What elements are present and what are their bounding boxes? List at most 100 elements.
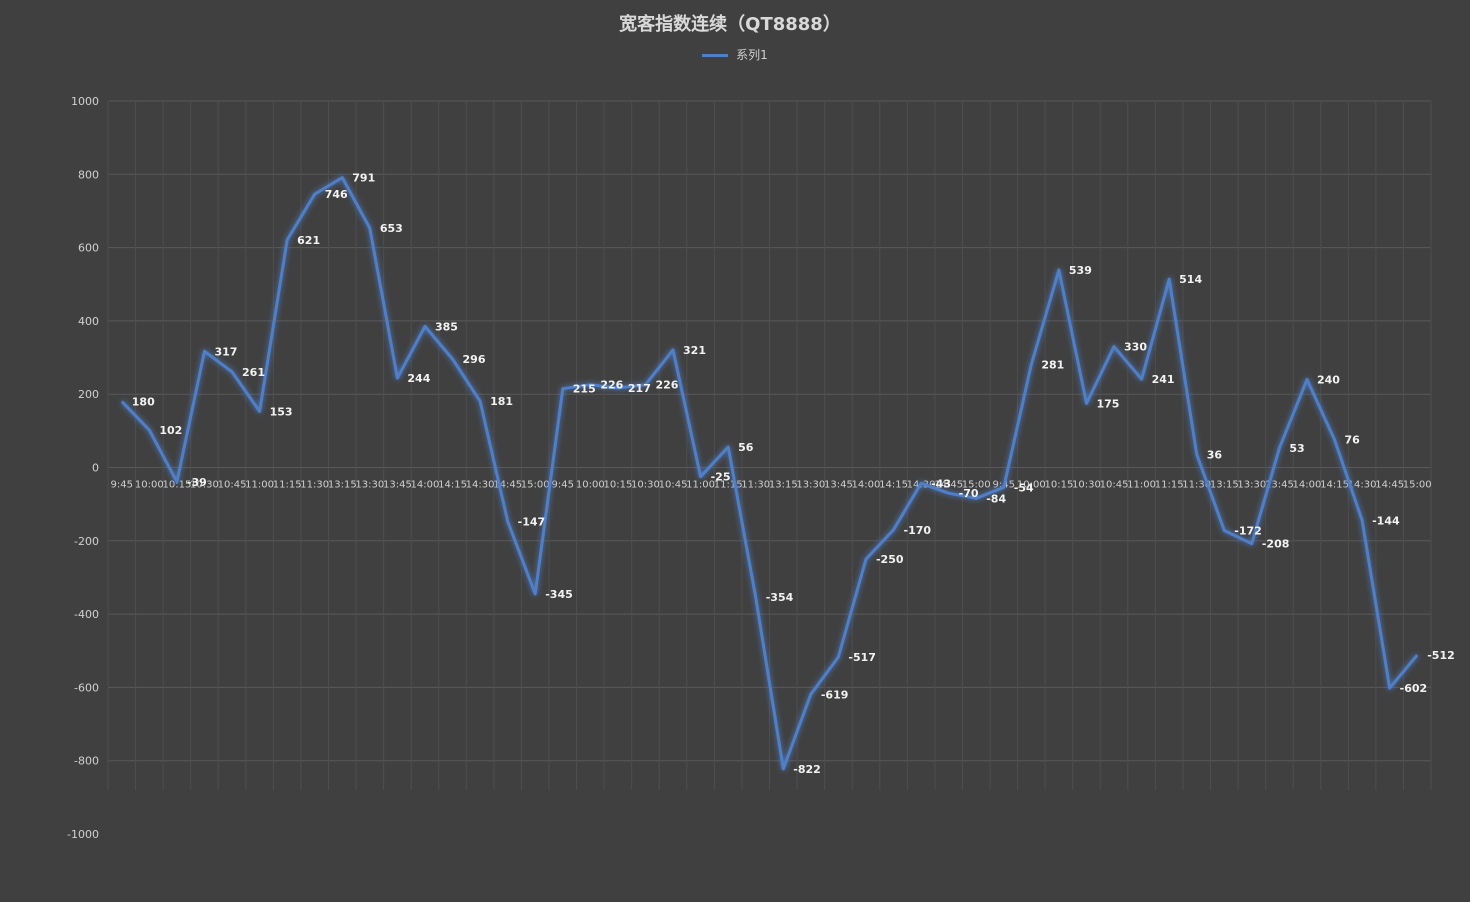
data-label: -172 — [1234, 525, 1262, 538]
data-label: -144 — [1372, 514, 1400, 527]
x-tick-label: 11:15 — [273, 480, 302, 491]
data-label: 56 — [738, 441, 754, 454]
data-label: 330 — [1124, 341, 1147, 354]
data-label: -147 — [518, 515, 546, 528]
x-tick-label: 14:45 — [1375, 480, 1404, 491]
data-label: -822 — [793, 763, 821, 776]
x-tick-label: 10:30 — [1072, 480, 1101, 491]
x-tick-label: 10:15 — [1044, 480, 1073, 491]
x-tick-label: 10:45 — [659, 480, 688, 491]
x-tick-label: 11:30 — [300, 480, 329, 491]
x-tick-label: 11:00 — [245, 480, 274, 491]
x-tick-label: 9:45 — [111, 480, 133, 491]
data-label: -84 — [986, 492, 1006, 505]
x-tick-label: 13:30 — [1237, 480, 1266, 491]
x-tick-label: 11:15 — [1155, 480, 1184, 491]
y-tick-label: -600 — [74, 681, 99, 694]
data-label: 102 — [159, 424, 182, 437]
x-tick-label: 11:30 — [741, 480, 770, 491]
x-tick-label: 10:00 — [135, 480, 164, 491]
x-tick-label: 11:15 — [714, 480, 743, 491]
data-label: 261 — [242, 366, 265, 379]
data-label: 317 — [214, 345, 237, 358]
x-tick-label: 11:00 — [1127, 480, 1156, 491]
data-label: 240 — [1317, 374, 1340, 387]
x-tick-label: 14:00 — [1293, 480, 1322, 491]
y-tick-label: 800 — [78, 168, 99, 181]
x-tick-label: 10:30 — [190, 480, 219, 491]
x-tick-label: 15:00 — [521, 480, 550, 491]
data-label: -54 — [1014, 481, 1034, 494]
data-label: 153 — [270, 405, 293, 418]
data-label: 215 — [573, 383, 596, 396]
data-label: 746 — [325, 188, 348, 201]
data-label: 653 — [380, 222, 403, 235]
x-tick-label: 10:15 — [162, 480, 191, 491]
data-label: -517 — [848, 651, 876, 664]
x-tick-label: 13:45 — [824, 480, 853, 491]
y-tick-label: -800 — [74, 755, 99, 768]
x-tick-label: 14:30 — [466, 480, 495, 491]
x-tick-label: 14:30 — [1348, 480, 1377, 491]
data-label: 241 — [1152, 373, 1175, 386]
data-label: 180 — [132, 396, 155, 409]
x-tick-label: 14:45 — [493, 480, 522, 491]
data-label: 175 — [1096, 397, 1119, 410]
x-tick-label: 10:00 — [576, 480, 605, 491]
y-tick-label: -400 — [74, 608, 99, 621]
x-tick-label: 14:45 — [934, 480, 963, 491]
data-label: -619 — [821, 688, 849, 701]
data-label: -345 — [545, 588, 573, 601]
x-tick-label: 11:00 — [686, 480, 715, 491]
data-label: -25 — [711, 471, 731, 484]
legend-label: 系列1 — [736, 48, 768, 62]
y-tick-label: -200 — [74, 535, 99, 548]
data-label: 385 — [435, 320, 458, 333]
x-tick-label: 13:15 — [1210, 480, 1239, 491]
data-label: -39 — [187, 476, 207, 489]
data-label: -602 — [1400, 682, 1428, 695]
data-label: -170 — [904, 524, 932, 537]
data-label: 226 — [655, 379, 678, 392]
data-label: 244 — [407, 372, 430, 385]
data-label: 296 — [463, 353, 486, 366]
y-tick-label: 600 — [78, 242, 99, 255]
data-label: 226 — [600, 379, 623, 392]
data-label: -250 — [876, 553, 904, 566]
data-label: 76 — [1345, 434, 1361, 447]
x-tick-label: 14:00 — [411, 480, 440, 491]
x-tick-label: 10:15 — [603, 480, 632, 491]
x-tick-label: 10:45 — [1100, 480, 1129, 491]
x-tick-label: 15:00 — [1403, 480, 1432, 491]
data-label: -208 — [1262, 538, 1290, 551]
x-tick-label: 13:30 — [796, 480, 825, 491]
x-tick-label: 13:45 — [1265, 480, 1294, 491]
data-label: 281 — [1041, 359, 1064, 372]
legend-swatch — [702, 54, 729, 57]
x-tick-label: 11:30 — [1182, 480, 1211, 491]
legend: 系列1 — [0, 46, 1470, 63]
x-tick-label: 15:00 — [962, 480, 991, 491]
data-label: 53 — [1289, 442, 1304, 455]
x-tick-label: 14:00 — [852, 480, 881, 491]
x-tick-label: 10:00 — [1017, 480, 1046, 491]
y-tick-label: 400 — [78, 315, 99, 328]
data-label: -512 — [1427, 649, 1455, 662]
chart-title: 宽客指数连续（QT8888） — [619, 14, 841, 35]
data-label: -43 — [931, 477, 951, 490]
x-tick-label: 13:15 — [769, 480, 798, 491]
y-tick-label: 0 — [92, 462, 99, 475]
data-label: -354 — [766, 591, 794, 604]
x-tick-label: 14:15 — [879, 480, 908, 491]
x-tick-label: 13:45 — [383, 480, 412, 491]
x-tick-label: 10:45 — [218, 480, 247, 491]
data-label: 321 — [683, 344, 706, 357]
y-tick-label: -1000 — [67, 828, 99, 841]
data-label: 539 — [1069, 264, 1092, 277]
x-tick-label: 13:15 — [328, 480, 357, 491]
data-label: -70 — [959, 487, 979, 500]
series-line — [120, 176, 1419, 771]
data-label: 621 — [297, 234, 320, 247]
